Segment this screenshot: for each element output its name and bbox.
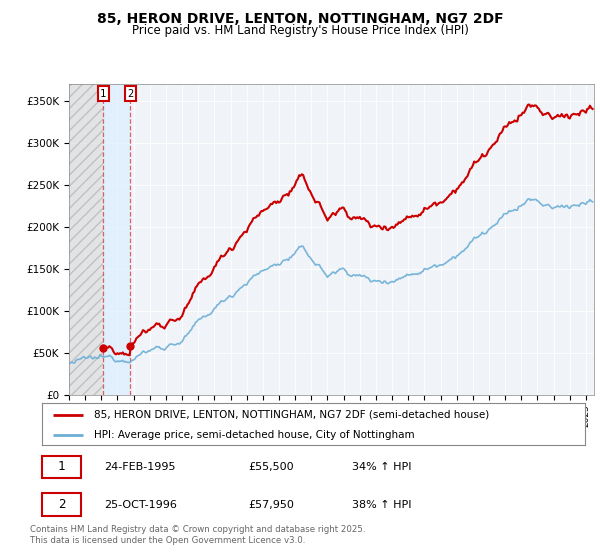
FancyBboxPatch shape — [42, 493, 81, 516]
Bar — [103, 84, 130, 395]
Text: 2: 2 — [58, 498, 65, 511]
Text: 38% ↑ HPI: 38% ↑ HPI — [352, 500, 411, 510]
Text: 1: 1 — [58, 460, 65, 473]
Text: £55,500: £55,500 — [248, 462, 294, 472]
Text: 85, HERON DRIVE, LENTON, NOTTINGHAM, NG7 2DF: 85, HERON DRIVE, LENTON, NOTTINGHAM, NG7… — [97, 12, 503, 26]
Bar — [69, 84, 103, 395]
Text: HPI: Average price, semi-detached house, City of Nottingham: HPI: Average price, semi-detached house,… — [94, 430, 414, 440]
Text: 25-OCT-1996: 25-OCT-1996 — [104, 500, 178, 510]
Text: 34% ↑ HPI: 34% ↑ HPI — [352, 462, 411, 472]
Text: 1: 1 — [100, 88, 106, 99]
Bar — [69, 84, 103, 395]
Text: £57,950: £57,950 — [248, 500, 294, 510]
Text: Contains HM Land Registry data © Crown copyright and database right 2025.
This d: Contains HM Land Registry data © Crown c… — [30, 525, 365, 545]
FancyBboxPatch shape — [42, 456, 81, 478]
Text: 24-FEB-1995: 24-FEB-1995 — [104, 462, 176, 472]
Text: 2: 2 — [127, 88, 134, 99]
Text: 85, HERON DRIVE, LENTON, NOTTINGHAM, NG7 2DF (semi-detached house): 85, HERON DRIVE, LENTON, NOTTINGHAM, NG7… — [94, 410, 489, 420]
Text: Price paid vs. HM Land Registry's House Price Index (HPI): Price paid vs. HM Land Registry's House … — [131, 24, 469, 37]
